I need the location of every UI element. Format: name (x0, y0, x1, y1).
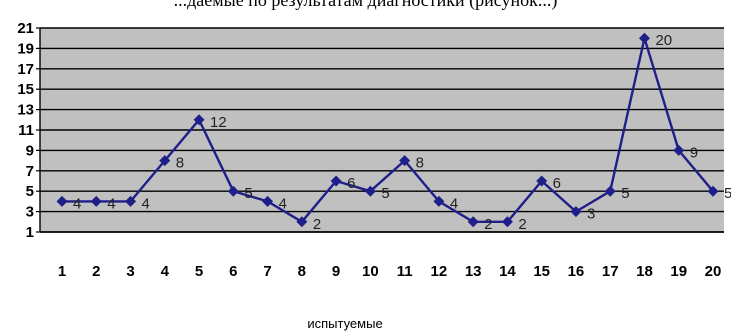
data-label: 8 (416, 155, 424, 172)
data-label: 4 (107, 195, 115, 212)
data-point-marker (330, 175, 342, 187)
data-point-marker (433, 195, 445, 207)
x-tick-label: 4 (161, 263, 170, 280)
y-tick-label: 9 (26, 142, 34, 159)
series-line (62, 37, 714, 224)
x-tick-label: 19 (670, 263, 687, 280)
data-point-marker (364, 185, 376, 197)
data-point-marker (90, 195, 102, 207)
x-tick-label: 18 (636, 263, 653, 280)
data-label: 4 (73, 195, 81, 212)
data-label: 2 (484, 216, 492, 233)
data-point-marker (262, 195, 274, 207)
series-line-path (62, 37, 714, 224)
y-tick-label: 17 (17, 61, 34, 78)
y-tick-label: 19 (17, 40, 34, 57)
data-point-marker (604, 185, 616, 197)
data-point-marker (467, 216, 479, 228)
x-tick-label: 20 (705, 263, 722, 280)
x-axis-label: испытуемые (307, 316, 382, 331)
data-point-marker (56, 195, 68, 207)
data-point-marker (570, 206, 582, 218)
data-label: 5 (724, 185, 731, 202)
x-tick-label: 1 (58, 263, 66, 280)
y-tick-label: 11 (18, 122, 34, 139)
data-label: 8 (176, 155, 184, 172)
data-label: 4 (279, 195, 287, 212)
x-tick-labels: 1 2 3 4 5 6 7 8 9 10 11 12 13 14 15 16 17 18 19 20 (58, 263, 722, 280)
x-tick-label: 8 (298, 263, 306, 280)
x-tick-label: 12 (431, 263, 448, 280)
data-label: 12 (210, 114, 227, 131)
data-point-marker (227, 185, 239, 197)
data-label: 5 (381, 185, 389, 202)
data-point-marker (673, 144, 685, 156)
data-point-marker (536, 175, 548, 187)
data-label: 2 (518, 216, 526, 233)
y-tick-label: 13 (17, 102, 34, 119)
data-label: 5 (244, 185, 252, 202)
data-label: 9 (690, 144, 698, 161)
data-label: 6 (347, 175, 355, 192)
data-point-marker (399, 155, 411, 167)
data-label: 20 (655, 32, 672, 49)
y-tick-label: 3 (26, 204, 34, 221)
y-tick-label: 1 (26, 224, 34, 241)
x-tick-label: 13 (465, 263, 482, 280)
x-tick-label: 3 (126, 263, 134, 280)
x-tick-label: 14 (499, 263, 516, 280)
y-tick-label: 7 (26, 163, 34, 180)
x-tick-label: 17 (602, 263, 619, 280)
data-point-marker (159, 155, 171, 167)
x-tick-label: 9 (332, 263, 340, 280)
data-label: 4 (142, 195, 150, 212)
x-tick-label: 7 (263, 263, 271, 280)
axes (39, 28, 724, 233)
data-point-marker (501, 216, 513, 228)
gridlines (36, 27, 724, 233)
data-label: 4 (450, 195, 458, 212)
data-point-marker (707, 185, 719, 197)
y-tick-label: 5 (26, 183, 34, 200)
caption-fragment: ...даемые по результатам диагностики (ри… (173, 0, 558, 10)
data-point-marker (638, 32, 650, 44)
x-tick-label: 5 (195, 263, 203, 280)
x-tick-label: 6 (229, 263, 237, 280)
series-markers (56, 32, 719, 228)
x-tick-label: 11 (397, 263, 413, 280)
data-point-marker (193, 114, 205, 126)
x-tick-label: 2 (92, 263, 100, 280)
data-labels: 4 4 4 8 12 5 4 2 6 5 8 4 2 2 6 3 5 20 9 5 (73, 32, 731, 233)
x-tick-label: 16 (568, 263, 585, 280)
data-point-marker (125, 195, 137, 207)
data-label: 5 (621, 185, 629, 202)
y-tick-label: 21 (17, 20, 34, 37)
data-label: 2 (313, 216, 321, 233)
data-point-marker (296, 216, 308, 228)
data-label: 6 (553, 175, 561, 192)
data-label: 3 (587, 206, 595, 223)
y-tick-label: 15 (17, 81, 34, 98)
x-tick-label: 15 (533, 263, 550, 280)
x-tick-label: 10 (362, 263, 379, 280)
